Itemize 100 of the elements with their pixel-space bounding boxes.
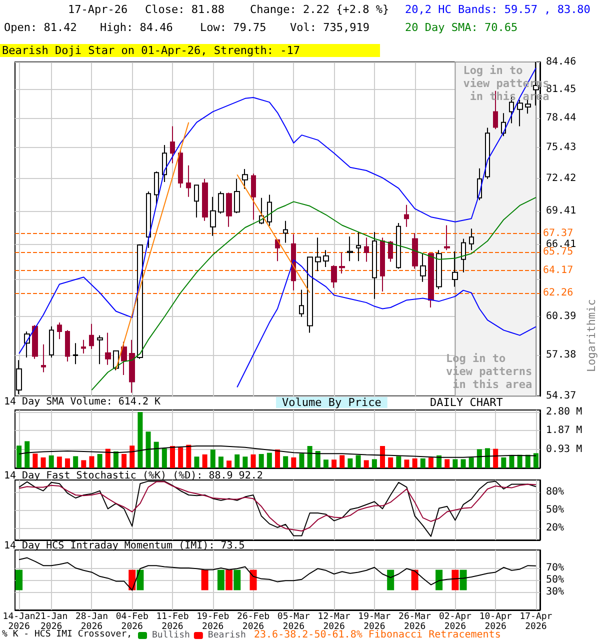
candlestick xyxy=(32,324,38,360)
bar xyxy=(210,450,216,468)
bar xyxy=(444,459,450,468)
candlestick xyxy=(146,191,151,248)
bar xyxy=(275,450,280,468)
bar xyxy=(468,458,474,468)
bar xyxy=(396,456,402,468)
x-tick-label: 10-Apr 2026 xyxy=(479,612,512,632)
bar xyxy=(250,454,256,468)
text: 20,2 HC Bands: 59.57 , 83.80 xyxy=(405,3,590,16)
candlestick xyxy=(162,144,167,182)
bar xyxy=(154,442,159,468)
bar xyxy=(48,455,54,468)
candlestick xyxy=(226,192,232,228)
bar xyxy=(525,454,530,468)
y-tick-label: 70% xyxy=(546,562,564,574)
chart-subtitle: Bearish Doji Star on 01-Apr-26, Strength: -17 xyxy=(2,44,300,57)
bar xyxy=(452,459,458,468)
bar xyxy=(517,454,522,468)
candlestick xyxy=(380,237,385,292)
bar xyxy=(258,454,264,468)
line-series xyxy=(91,196,536,391)
text: 20 Day SMA: 70.65 xyxy=(405,21,518,34)
text: 23.6-38.2-50-61.8% Fibonacci Retracements xyxy=(254,630,501,640)
candlestick xyxy=(469,228,474,251)
candlestick xyxy=(202,178,208,222)
candlestick xyxy=(97,334,103,365)
bar xyxy=(372,459,377,468)
bar xyxy=(340,455,345,468)
bar xyxy=(65,458,70,468)
candlestick xyxy=(356,231,361,262)
candlestick xyxy=(137,244,143,360)
text: Change: 2.22 {+2.8 %} xyxy=(250,3,390,16)
bar xyxy=(24,441,30,468)
candlestick xyxy=(170,126,175,164)
x-tick-label: 02-Apr 2026 xyxy=(438,612,472,632)
bar xyxy=(380,446,385,468)
bar xyxy=(81,460,86,468)
y-tick-label: 69.41 xyxy=(546,205,576,216)
bar xyxy=(356,455,361,468)
y-tick-label: 57.38 xyxy=(546,350,576,361)
bar xyxy=(485,448,490,468)
candlestick xyxy=(186,164,191,198)
chart-title: 14 Day Fast Stochastic (%K) (%D): 88.9 92.2 xyxy=(4,470,263,482)
candlestick xyxy=(517,99,523,127)
bar xyxy=(234,454,240,468)
candlestick xyxy=(347,236,353,262)
bar xyxy=(283,456,288,468)
bar xyxy=(40,457,46,468)
bar xyxy=(420,458,426,468)
candlestick xyxy=(81,339,86,354)
y-tick-label: 80% xyxy=(546,486,564,498)
bar xyxy=(299,454,304,468)
y-tick-label: 54.37 xyxy=(546,390,576,402)
bar xyxy=(105,448,110,468)
candlestick xyxy=(210,196,216,236)
line-series xyxy=(18,446,536,458)
bar xyxy=(194,456,200,468)
ref-line-label: 67.37 xyxy=(543,228,574,239)
bar xyxy=(307,446,312,468)
candlestick xyxy=(331,264,337,288)
y-tick-label: 50% xyxy=(546,504,564,516)
text: Open: 81.42 xyxy=(4,21,77,34)
text: 17-Apr-26 xyxy=(68,3,128,16)
bar xyxy=(428,458,434,468)
bar xyxy=(73,456,78,468)
bar xyxy=(348,458,353,468)
text: Close: 81.88 xyxy=(145,3,224,16)
text: Low: 79.75 xyxy=(200,21,266,34)
candlestick xyxy=(485,127,490,180)
candlestick xyxy=(218,191,224,214)
bar xyxy=(162,448,167,468)
y-tick-label: 84.46 xyxy=(546,56,576,68)
bar xyxy=(242,456,248,468)
bar xyxy=(146,432,151,468)
candlestick xyxy=(73,342,78,365)
candlestick xyxy=(49,326,54,358)
candlestick xyxy=(283,220,288,244)
candlestick xyxy=(129,339,135,394)
y-tick-label: 30% xyxy=(546,586,564,598)
candlestick xyxy=(291,234,296,291)
candlestick xyxy=(323,250,329,268)
candlestick xyxy=(65,330,70,362)
chart-title: 14 Day HCS Intraday Momentum (IMI): 73.5 xyxy=(4,540,245,552)
y-tick-label: 50% xyxy=(546,574,564,586)
bar xyxy=(226,460,232,468)
bar xyxy=(533,453,538,468)
candlestick xyxy=(525,98,531,114)
candlestick xyxy=(412,232,418,270)
bar xyxy=(89,456,94,468)
text: High: 84.46 xyxy=(100,21,173,34)
bar xyxy=(56,456,62,468)
y-axis-title: Logarithmic xyxy=(585,299,598,372)
bar xyxy=(332,460,337,468)
bar xyxy=(218,456,224,468)
y-tick-label: 60.39 xyxy=(546,310,576,322)
candlestick xyxy=(444,224,450,251)
candlestick xyxy=(154,171,159,205)
bar xyxy=(170,446,175,468)
bar xyxy=(186,444,192,468)
